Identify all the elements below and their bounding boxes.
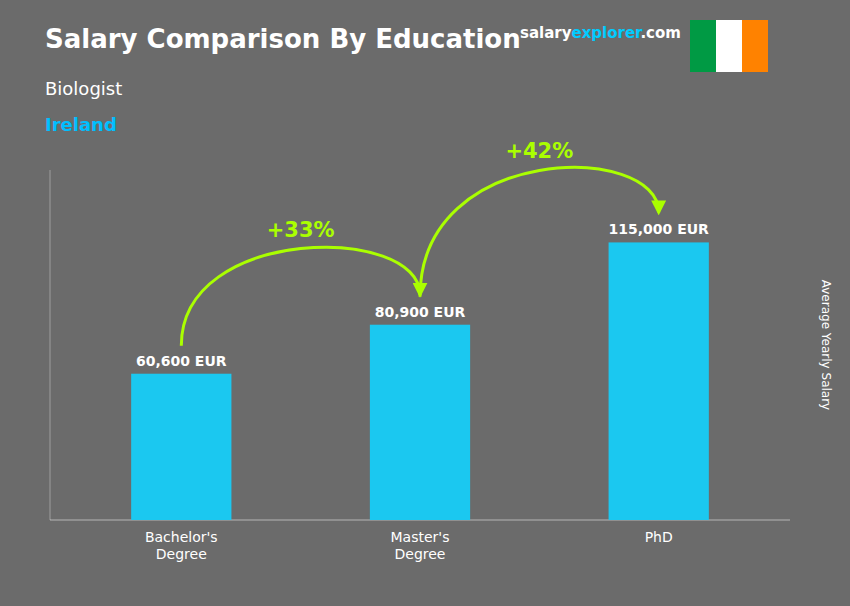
subtitle: Biologist [45, 78, 122, 99]
x-tick-label-line: Degree [395, 546, 446, 562]
website-part: .com [640, 24, 681, 42]
website: salaryexplorer.com [520, 24, 681, 42]
background [0, 0, 850, 606]
subtitle: Ireland [45, 114, 117, 135]
growth-label: +42% [505, 139, 573, 163]
growth-arrow [420, 167, 659, 296]
y-axis-line [50, 170, 51, 520]
x-tick-label: PhD [645, 529, 673, 545]
value-label: 80,900 EUR [375, 304, 466, 320]
website-part: explorer [572, 24, 644, 42]
x-tick-label: Bachelor'sDegree [145, 529, 218, 562]
bar [609, 242, 709, 520]
y-axis-label: Average Yearly Salary [819, 280, 833, 410]
x-tick-label-line: Bachelor's [145, 529, 218, 545]
value-label: 115,000 EUR [609, 221, 710, 237]
x-tick-label-line: Master's [391, 529, 450, 545]
x-tick-label-line: Degree [156, 546, 207, 562]
x-tick-label: Master'sDegree [391, 529, 450, 562]
value-label: 60,600 EUR [136, 353, 227, 369]
title: Salary Comparison By Education [45, 24, 521, 54]
website-part: salary [520, 24, 572, 42]
flag-stripe [742, 20, 768, 72]
bar [131, 374, 231, 520]
flag-stripe [690, 20, 716, 72]
x-tick-label-line: PhD [645, 529, 673, 545]
growth-arrow [181, 247, 420, 345]
flag-stripe [716, 20, 742, 72]
bar [370, 325, 470, 520]
flag [690, 20, 768, 72]
growth-label: +33% [267, 218, 335, 242]
chart: Salary Comparison By Education Biologist I… [0, 0, 850, 606]
